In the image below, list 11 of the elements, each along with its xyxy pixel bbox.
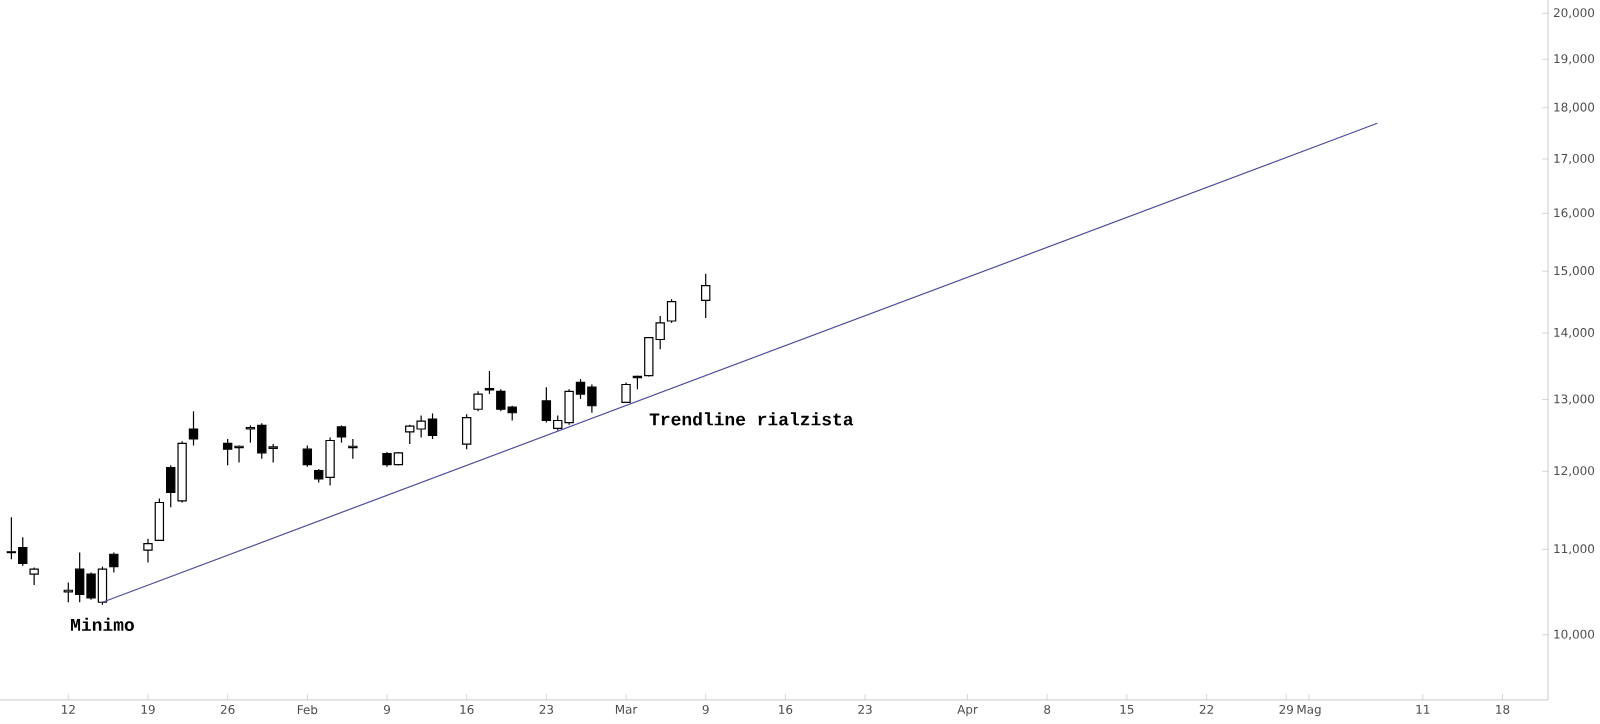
candlestick [473, 390, 483, 412]
candlestick [484, 370, 495, 395]
candlestick [461, 413, 472, 450]
series-label: Trendline rialzista [649, 412, 854, 426]
annotation: Minimo [71, 617, 134, 632]
candlestick [143, 538, 153, 564]
candlestick [188, 410, 199, 447]
candlestick [109, 552, 119, 574]
candlestick [29, 566, 39, 586]
candlestick [302, 444, 313, 468]
candlestick [154, 498, 165, 542]
